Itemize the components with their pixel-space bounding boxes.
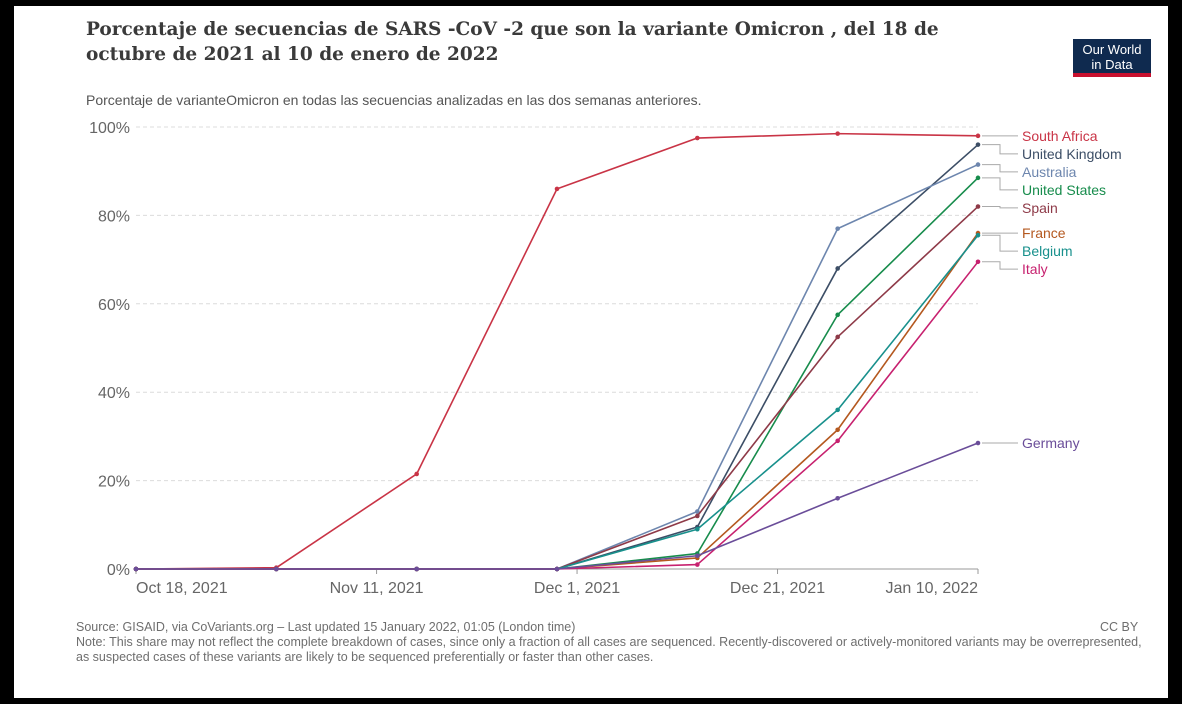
legend-layer: South Africa United Kingdom Australia Unite… (982, 128, 1122, 451)
series-line-belgium (136, 234, 979, 570)
series-line-united-kingdom (136, 144, 979, 570)
data-point (835, 226, 840, 231)
logo-red-bar (1073, 73, 1151, 77)
legend-connector (982, 144, 1018, 155)
data-point (695, 135, 700, 141)
y-tick-label: 80% (98, 208, 130, 225)
series-line-south-africa (135, 132, 979, 570)
legend-label-italy: Italy (1022, 261, 1048, 277)
data-point (695, 553, 700, 559)
legend-label-belgium: Belgium (1022, 243, 1073, 259)
x-tick-label: Dec 21, 2021 (730, 580, 825, 597)
y-tick-label: 20% (98, 474, 130, 491)
line-chart: 0% 20% 40% 60% 80% 100% Oct 18, 2021 Nov 11, 20… (89, 120, 1122, 597)
y-tick-label: 0% (107, 562, 130, 579)
data-point (835, 131, 840, 136)
y-tick-label: 40% (98, 385, 130, 402)
series-line-france (136, 232, 979, 570)
owid-logo[interactable]: Our World in Data (1073, 39, 1151, 77)
axis-layer: 0% 20% 40% 60% 80% 100% Oct 18, 2021 Nov 11, 20… (89, 120, 979, 597)
legend-connector (982, 164, 1018, 173)
legend-connector (982, 177, 1018, 191)
data-point (274, 566, 279, 572)
legend-connector (982, 234, 1018, 252)
note-text: Note: This share may not reflect the com… (76, 635, 1142, 664)
data-point (975, 175, 981, 181)
source-text: Source: GISAID, via CoVariants.org – Las… (76, 620, 576, 634)
x-tick-label: Oct 18, 2021 (136, 580, 228, 597)
data-point (975, 133, 981, 139)
series-line-spain (136, 205, 979, 570)
logo-line-2: in Data (1091, 57, 1133, 72)
data-point (975, 259, 981, 265)
x-tick-label: Dec 1, 2021 (534, 580, 620, 597)
data-point (835, 495, 840, 501)
legend-label-united-kingdom: United Kingdom (1022, 146, 1122, 162)
series-layer (133, 131, 981, 572)
data-point (695, 509, 700, 514)
legend-label-australia: Australia (1022, 164, 1077, 180)
chart-title: Porcentaje de secuencias de SARS -CoV -2… (86, 19, 939, 65)
series-line-australia (136, 163, 979, 570)
data-point (695, 526, 700, 532)
legend-label-south-africa: South Africa (1022, 128, 1098, 144)
data-point (975, 232, 981, 238)
series-line-united-states (136, 177, 979, 570)
data-point (975, 162, 981, 167)
data-point (975, 440, 981, 446)
grid-layer (136, 126, 978, 482)
y-tick-label: 60% (98, 297, 130, 314)
data-point (975, 204, 981, 209)
chart-subtitle: Porcentaje de varianteOmicron en todas l… (86, 92, 702, 108)
license-link[interactable]: CC BY (1100, 620, 1139, 634)
data-point (835, 312, 840, 318)
data-point (695, 562, 700, 567)
logo-line-1: Our World (1082, 42, 1142, 57)
data-point (554, 186, 560, 192)
data-point (695, 513, 700, 519)
legend-label-united-states: United States (1022, 182, 1106, 198)
data-point (835, 438, 840, 444)
y-tick-label: 100% (89, 120, 130, 137)
data-point (975, 142, 981, 147)
data-point (835, 266, 840, 271)
x-tick-label: Jan 10, 2022 (885, 580, 978, 597)
data-point (835, 334, 840, 340)
data-point (554, 566, 560, 572)
data-point (414, 471, 419, 477)
data-point (835, 407, 840, 413)
legend-label-spain: Spain (1022, 200, 1058, 216)
chart-frame: Porcentaje de secuencias de SARS -CoV -2… (14, 6, 1168, 698)
data-point (835, 427, 840, 433)
data-point (133, 566, 139, 572)
x-tick-label: Nov 11, 2021 (330, 580, 424, 597)
legend-label-germany: Germany (1022, 435, 1080, 451)
series-line-germany (136, 442, 979, 570)
data-point (414, 566, 419, 572)
legend-connector (982, 206, 1018, 209)
series-line-italy (136, 261, 979, 570)
legend-connector (982, 261, 1018, 270)
legend-label-france: France (1022, 225, 1066, 241)
